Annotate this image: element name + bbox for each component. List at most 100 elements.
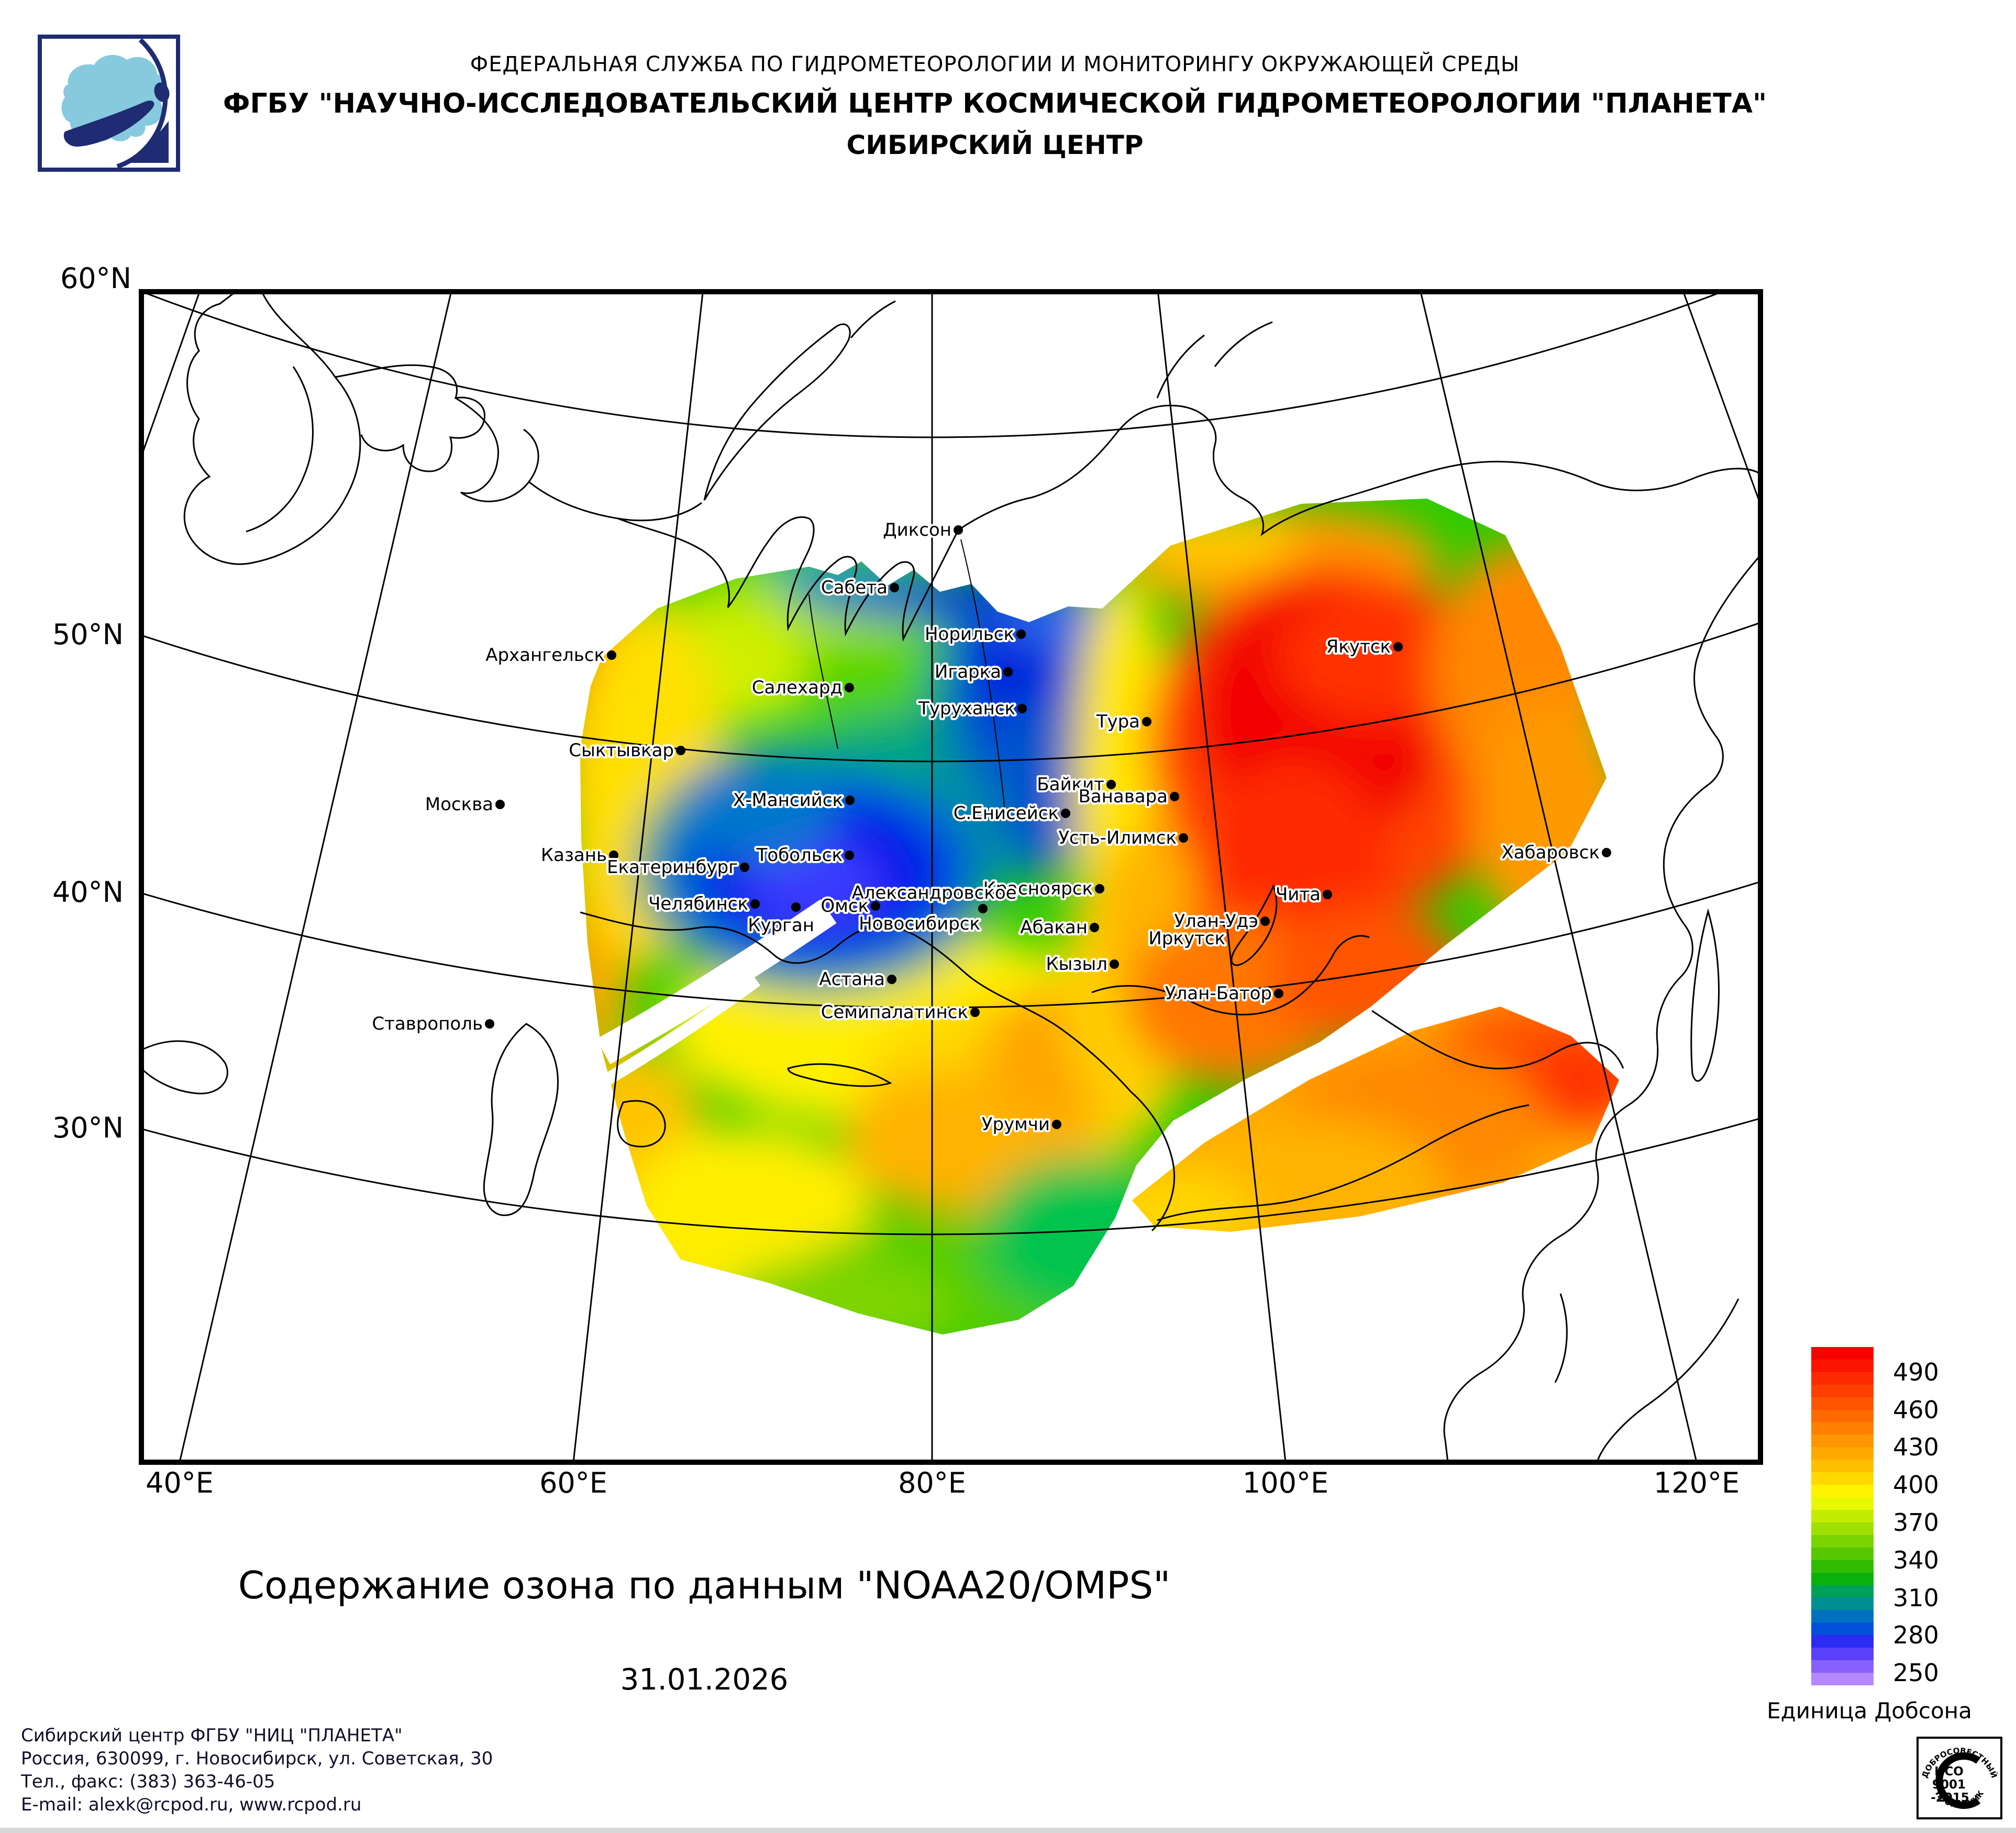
city-label: Игарка (935, 661, 1001, 682)
legend-colorbar (1811, 1347, 1874, 1685)
map-frame (139, 289, 1763, 1465)
iso-badge-line2: 9001 (1932, 1778, 1966, 1792)
city-dot (740, 863, 749, 872)
city-dot (887, 975, 896, 984)
legend-tick-value: 490 (1893, 1357, 1939, 1386)
city-markers: Диксон Сабета Норильск Архангельск Игарка Сал… (370, 517, 1611, 1137)
city-dot (1179, 833, 1188, 843)
coastlines (141, 292, 1760, 1462)
legend-tick-value: 460 (1893, 1395, 1939, 1424)
city-dot (750, 899, 760, 909)
axis-tick-label: 80°E (898, 1466, 966, 1499)
city-dot (1090, 923, 1099, 932)
city-dot (1393, 642, 1403, 652)
city-label: Семипалатинск (821, 1002, 968, 1023)
city-label: Архангельск (485, 645, 605, 666)
legend-tick-value: 340 (1893, 1545, 1939, 1574)
iso-badge-line1: ИСО (1934, 1765, 1964, 1779)
city-dot (1061, 809, 1070, 818)
legend-color-band (1811, 1597, 1874, 1610)
city-dot (978, 904, 988, 913)
legend-tick-value: 400 (1893, 1471, 1939, 1499)
city-dot (1142, 717, 1151, 726)
legend-color-band (1811, 1635, 1874, 1648)
axis-tick-label: 120°E (1654, 1466, 1740, 1499)
city-label: Усть-Илимск (1058, 827, 1177, 848)
city-dot (1260, 916, 1270, 926)
city-label: Улан-Удэ (1174, 911, 1258, 932)
footer-line-phone: Тел., факс: (383) 363-46-05 (21, 1771, 275, 1792)
legend-color-band (1811, 1485, 1874, 1498)
legend-tick-value: 250 (1893, 1659, 1939, 1687)
footer-line-org: Сибирский центр ФГБУ "НИЦ "ПЛАНЕТА" (21, 1725, 403, 1746)
legend-tick-value: 310 (1893, 1583, 1939, 1612)
axis-labels: 60°N 50°N 40°N 30°N 40°E 60°E 80°E 100°E 120°E (52, 262, 1740, 1499)
city-dot (676, 746, 685, 755)
legend-color-band (1811, 1610, 1874, 1623)
city-label: Урумчи (982, 1114, 1050, 1135)
city-dot (1017, 704, 1027, 713)
city-dot (845, 683, 854, 692)
city-label: Астана (819, 969, 885, 990)
city-label: Салехард (752, 677, 843, 698)
city-label: Ванавара (1078, 786, 1168, 807)
legend-color-band (1811, 1585, 1874, 1598)
legend-color-band (1811, 1509, 1874, 1522)
city-dot (970, 1008, 980, 1017)
city-dot (1170, 792, 1179, 801)
data-gap-stripes (596, 899, 837, 1089)
city-dot (1602, 848, 1611, 857)
city-dot (485, 1019, 494, 1029)
map-date: 31.01.2026 (620, 1663, 789, 1697)
city-label: Ставрополь (372, 1013, 483, 1034)
city-dot (890, 583, 899, 592)
country-borders (580, 911, 1624, 1232)
axis-tick-label: 60°N (60, 262, 131, 295)
legend-color-band (1811, 1409, 1874, 1422)
city-label: Абакан (1020, 917, 1088, 938)
footer-line-address: Россия, 630099, г. Новосибирск, ул. Сове… (21, 1748, 493, 1769)
city-label: Кызыл (1046, 954, 1107, 975)
header-center: СИБИРСКИЙ ЦЕНТР (846, 130, 1144, 160)
legend-color-band (1811, 1547, 1874, 1560)
legend-color-band (1811, 1497, 1874, 1510)
city-dot (1106, 780, 1116, 789)
city-label: Якутск (1326, 636, 1391, 657)
axis-tick-label: 60°E (539, 1466, 607, 1499)
city-label: Х-Мансийск (733, 790, 843, 811)
city-label: Сыктывкар (569, 740, 674, 761)
city-label: Курган (748, 915, 814, 936)
city-dot (607, 650, 616, 660)
header-institute: ФГБУ "НАУЧНО-ИССЛЕДОВАТЕЛЬСКИЙ ЦЕНТР КОС… (223, 88, 1767, 119)
axis-tick-label: 40°E (146, 1466, 214, 1499)
city-label: Москва (425, 794, 493, 815)
footer-line-email: E-mail: alexk@rcpod.ru, www.rcpod.ru (21, 1794, 362, 1815)
legend-color-band (1811, 1347, 1874, 1360)
legend-color-band (1811, 1522, 1874, 1535)
city-label: Новосибирск (859, 913, 980, 934)
city-dot (845, 796, 855, 805)
city-label: Тура (1096, 711, 1140, 732)
city-dot (791, 902, 801, 912)
city-dot (609, 851, 618, 860)
city-label: Александровское (851, 882, 1016, 903)
city-dot (1223, 919, 1232, 929)
legend-color-band (1811, 1648, 1874, 1661)
city-dot (871, 901, 880, 911)
legend-color-band (1811, 1660, 1874, 1673)
city-label: Туруханск (918, 698, 1015, 719)
city-dot (1016, 630, 1026, 639)
city-label: Челябинск (648, 893, 748, 914)
city-dot (954, 525, 963, 535)
planeta-logo-icon (38, 35, 180, 172)
legend-color-band (1811, 1397, 1874, 1410)
legend-color-band (1811, 1560, 1874, 1573)
legend-color-band (1811, 1384, 1874, 1397)
city-dot (1052, 1120, 1061, 1129)
city-label: Улан-Батор (1165, 983, 1272, 1004)
iso-badge-line3: -2015 (1931, 1791, 1969, 1805)
legend-color-band (1811, 1359, 1874, 1372)
city-label: Хабаровск (1501, 842, 1600, 863)
